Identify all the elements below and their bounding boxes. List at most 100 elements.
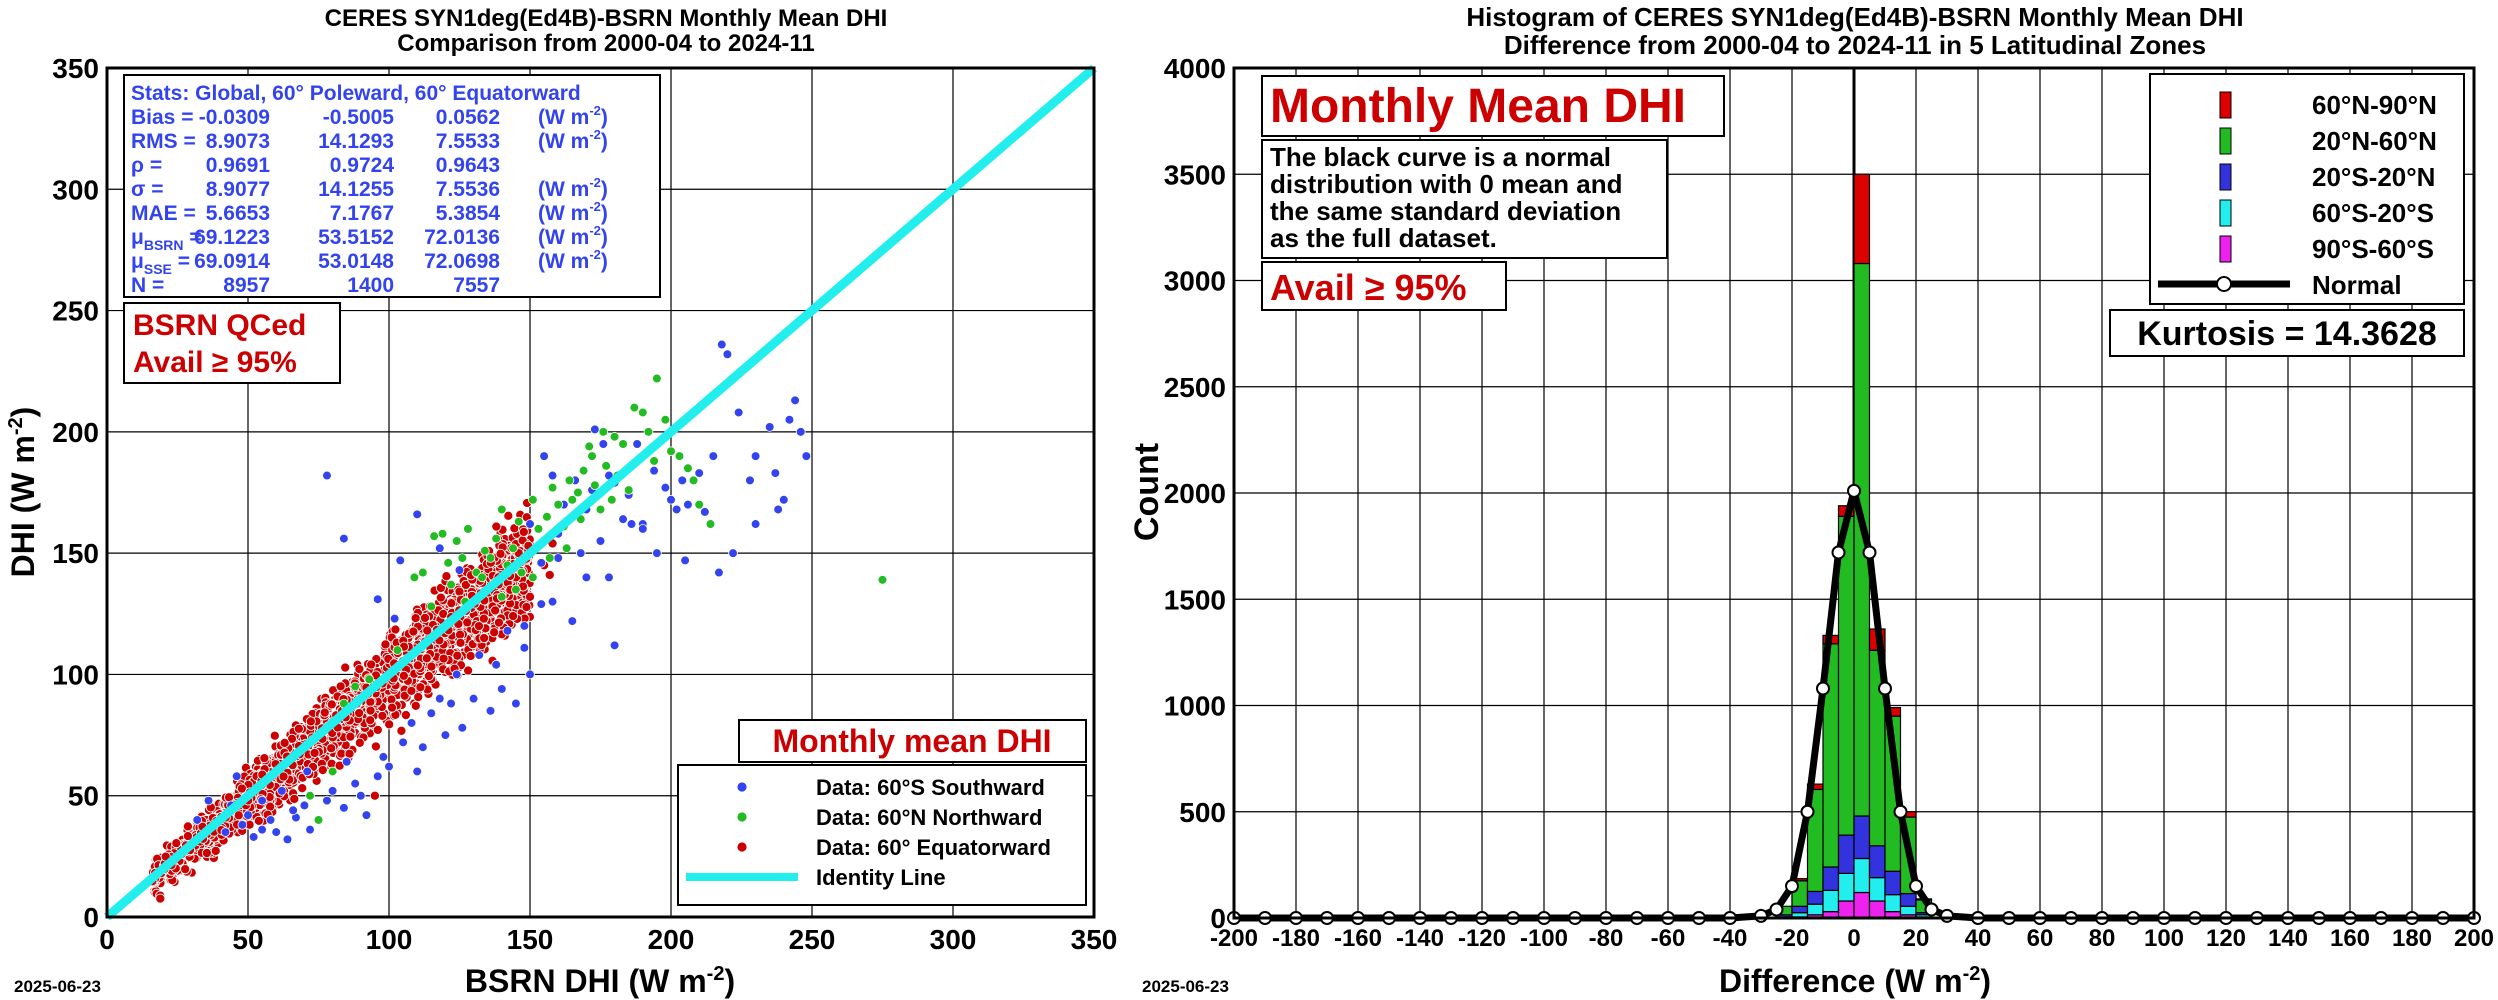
scatter-point-equatorward bbox=[544, 569, 555, 581]
stats-unit-text: (W m bbox=[538, 106, 589, 129]
histogram-bar-segment bbox=[1837, 900, 1855, 919]
scatter-point-northward bbox=[491, 533, 501, 544]
scatter-point-northward bbox=[364, 674, 375, 685]
histogram-legend-label: Normal bbox=[2312, 270, 2402, 300]
scatter-point-southward bbox=[652, 548, 662, 558]
histogram-bar-segment bbox=[1806, 903, 1824, 916]
scatter-x-axis-label-text: BSRN DHI (W m bbox=[465, 963, 707, 999]
scatter-point-southward bbox=[609, 640, 620, 651]
scatter-point-northward bbox=[429, 531, 439, 541]
histogram-bar-segment bbox=[1837, 834, 1855, 874]
scatter-point-equatorward bbox=[384, 719, 395, 730]
scatter-point-northward bbox=[443, 558, 454, 568]
histogram-x-tick-label: -160 bbox=[1334, 925, 1382, 952]
histogram-bar-segment bbox=[1853, 857, 1871, 894]
histogram-bar-segment bbox=[1822, 866, 1840, 891]
scatter-point-northward bbox=[694, 499, 704, 510]
scatter-x-tick-label: 150 bbox=[507, 924, 554, 955]
scatter-y-tick-label: 150 bbox=[52, 538, 99, 569]
scatter-point-northward bbox=[660, 414, 671, 425]
scatter-point-southward bbox=[434, 543, 445, 554]
scatter-point-southward bbox=[496, 684, 507, 694]
scatter-point-southward bbox=[440, 730, 451, 740]
scatter-point-southward bbox=[801, 451, 812, 461]
stats-unit-exp: -2 bbox=[589, 247, 601, 262]
scatter-point-northward bbox=[485, 553, 496, 563]
scatter-point-southward bbox=[288, 805, 298, 816]
scatter-point-equatorward bbox=[446, 598, 457, 609]
scatter-point-southward bbox=[547, 470, 558, 481]
scatter-point-southward bbox=[649, 465, 659, 476]
stats-row-label-text: μ bbox=[131, 250, 144, 273]
histogram-legend-marker bbox=[2216, 276, 2232, 292]
histogram-y-tick-label: 4000 bbox=[1164, 53, 1226, 84]
scatter-point-northward bbox=[533, 524, 544, 534]
scatter-point-equatorward bbox=[441, 571, 452, 582]
description-text: The black curve is a normaldistribution … bbox=[1270, 142, 1622, 253]
scatter-point-southward bbox=[491, 659, 501, 670]
stats-poleward-value: 14.1255 bbox=[318, 178, 394, 201]
normal-curve-point bbox=[1862, 545, 1877, 560]
scatter-point-southward bbox=[355, 790, 366, 801]
scatter-point-northward bbox=[350, 681, 360, 692]
histogram-bar-segment bbox=[1791, 912, 1809, 918]
scatter-point-southward bbox=[372, 771, 383, 782]
histogram-bar-segment bbox=[1868, 900, 1886, 919]
scatter-point-southward bbox=[547, 596, 558, 607]
stats-unit-exp: -2 bbox=[589, 127, 601, 142]
histogram-bar-segment bbox=[1853, 891, 1871, 919]
stats-unit-text: (W m bbox=[538, 226, 589, 249]
scatter-point-equatorward bbox=[435, 592, 446, 603]
scatter-point-southward bbox=[350, 778, 360, 789]
scatter-point-southward bbox=[454, 565, 465, 575]
stats-unit: (W m-2) bbox=[538, 175, 608, 201]
scatter-x-tick-label: 350 bbox=[1071, 924, 1118, 955]
scatter-point-equatorward bbox=[452, 650, 463, 661]
scatter-point-equatorward bbox=[269, 730, 280, 741]
scatter-point-northward bbox=[573, 487, 583, 498]
scatter-point-southward bbox=[677, 475, 688, 486]
stats-unit: (W m-2) bbox=[538, 103, 608, 129]
scatter-point-southward bbox=[257, 795, 267, 806]
scatter-point-southward bbox=[637, 524, 648, 534]
scatter-point-northward bbox=[705, 519, 716, 529]
stats-unit: (W m-2) bbox=[538, 127, 608, 153]
stats-row-label: μSSE = bbox=[131, 250, 190, 277]
scatter-panel: CERES SYN1deg(Ed4B)-BSRN Monthly Mean DH… bbox=[5, 5, 1117, 999]
scatter-point-southward bbox=[604, 572, 614, 583]
scatter-point-equatorward bbox=[463, 665, 474, 676]
scatter-point-southward bbox=[389, 613, 400, 624]
scatter-point-northward bbox=[305, 790, 315, 801]
stats-unit-text: (W m bbox=[538, 250, 589, 273]
histogram-x-tick-label: 80 bbox=[2089, 925, 2116, 952]
scatter-point-northward bbox=[409, 572, 420, 583]
scatter-point-southward bbox=[525, 519, 535, 529]
histogram-legend: 60°N-90°N 20°N-60°N 20°S-20°N 60°S-20°S 90°S… bbox=[2158, 90, 2437, 300]
normal-curve-point bbox=[1785, 879, 1799, 894]
scatter-point-equatorward bbox=[354, 737, 365, 748]
stats-equatorward-value: 72.0136 bbox=[424, 226, 500, 249]
scatter-y-tick-label: 250 bbox=[52, 296, 99, 327]
scatter-point-southward bbox=[660, 482, 671, 493]
scatter-point-northward bbox=[637, 407, 648, 418]
histogram-bar-segment bbox=[1837, 515, 1855, 836]
histogram-bar-segment bbox=[1806, 890, 1824, 905]
scatter-point-southward bbox=[770, 468, 781, 478]
stats-row-label: MAE = bbox=[131, 202, 196, 225]
scatter-point-southward bbox=[339, 803, 349, 813]
stats-row-label-text: μ bbox=[131, 226, 144, 249]
scatter-point-southward bbox=[372, 594, 383, 605]
scatter-point-southward bbox=[590, 424, 600, 435]
description-line: distribution with 0 mean and bbox=[1270, 169, 1622, 199]
scatter-point-southward bbox=[536, 558, 547, 568]
scatter-point-equatorward bbox=[421, 653, 432, 664]
histogram-avail-box bbox=[1261, 261, 1507, 311]
histogram-x-tick-label: 60 bbox=[2027, 925, 2054, 952]
normal-curve-point bbox=[1769, 902, 1784, 917]
normal-curve-point bbox=[1893, 804, 1908, 819]
scatter-point-southward bbox=[248, 832, 259, 842]
scatter-point-southward bbox=[750, 451, 761, 461]
scatter-point-northward bbox=[437, 528, 448, 539]
scatter-point-southward bbox=[595, 536, 606, 546]
stats-global-value: 0.9691 bbox=[206, 154, 271, 177]
